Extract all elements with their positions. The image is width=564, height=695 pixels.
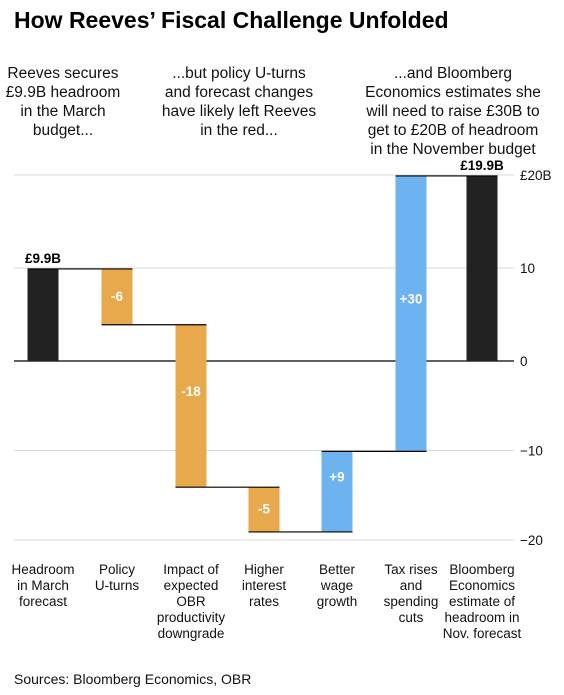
data-label: -6 — [111, 289, 123, 304]
data-label: -5 — [258, 502, 270, 517]
y-tick-label: −10 — [520, 444, 543, 459]
bars — [27, 175, 498, 532]
data-labels: £9.9B -6 -18 -5 +9 +30 £19.9B — [25, 158, 504, 517]
category-label: Bloomberg Economics estimate of headroom in… — [443, 562, 522, 641]
bar — [321, 451, 353, 532]
category-labels: Headroom in March forecast Policy U-turns Imp… — [11, 562, 521, 641]
connector-lines — [27, 175, 498, 533]
source-note: Sources: Bloomberg Economics, OBR — [14, 671, 251, 687]
annotations: Reeves secures £9.9B headroom in the March… — [6, 65, 541, 158]
y-tick-label: −20 — [520, 533, 543, 548]
data-label: +9 — [329, 470, 344, 485]
category-label: Higher interest rates — [242, 562, 287, 609]
data-label: +30 — [400, 292, 423, 307]
gridlines — [14, 174, 514, 541]
bar — [101, 268, 133, 325]
y-tick-label: 10 — [520, 261, 535, 276]
category-label: Tax rises and spending cuts — [384, 562, 439, 625]
category-label: Headroom in March forecast — [11, 562, 74, 609]
annotation: ...but policy U-turns and forecast change… — [162, 65, 316, 139]
y-tick-label: £20B — [520, 168, 552, 183]
chart-title: How Reeves’ Fiscal Challenge Unfolded — [14, 7, 449, 33]
data-label: -18 — [181, 384, 201, 399]
y-axis: £20B 10 0 −10 −20 — [520, 168, 552, 548]
bar — [466, 175, 498, 361]
y-tick-label: 0 — [520, 354, 528, 369]
data-label: £19.9B — [460, 158, 504, 173]
bar — [395, 175, 427, 452]
bar — [175, 324, 207, 488]
bar — [27, 268, 59, 361]
annotation: Reeves secures £9.9B headroom in the March… — [6, 65, 121, 139]
data-label: £9.9B — [25, 251, 61, 266]
bar — [248, 487, 280, 532]
category-label: Impact of expected OBR productivity downgrad… — [157, 562, 226, 641]
annotation: ...and Bloomberg Economics estimates she w… — [365, 65, 541, 158]
category-label: Better wage growth — [317, 562, 358, 609]
category-label: Policy U-turns — [95, 562, 140, 593]
